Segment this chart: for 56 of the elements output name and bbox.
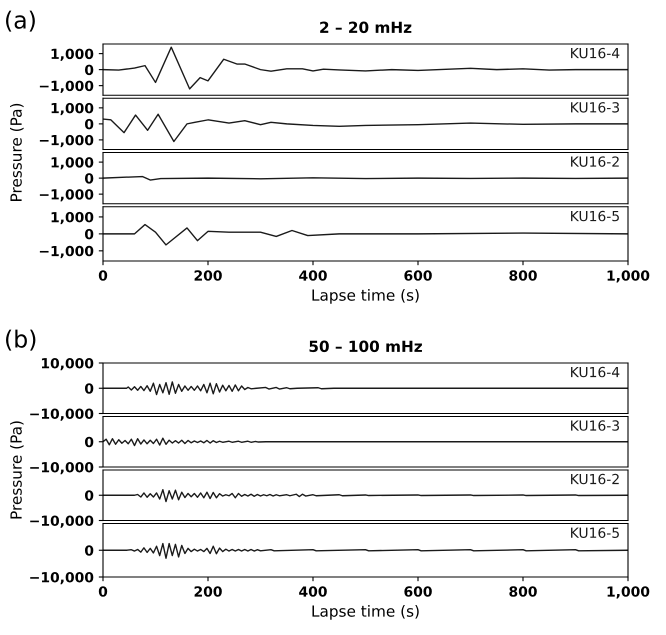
- y-tick-label: 0: [84, 173, 94, 184]
- y-tick-label: −1,000: [40, 189, 94, 202]
- x-tick-label: 200: [194, 586, 222, 597]
- series-label: KU16-5: [571, 210, 619, 222]
- y-tick-label: −10,000: [30, 515, 94, 528]
- x-tick-label: 600: [404, 270, 432, 281]
- y-tick-label: 0: [84, 228, 94, 240]
- series-label: KU16-4: [571, 366, 620, 378]
- y-tick-label: 0: [84, 64, 94, 76]
- y-tick-label: 0: [84, 383, 94, 394]
- series-label: KU16-2: [571, 474, 619, 484]
- y-tick-label: 1,000: [52, 212, 94, 224]
- line-series: [103, 438, 628, 446]
- x-tick-label: 0: [98, 270, 108, 281]
- x-tick-label: 400: [299, 586, 327, 597]
- x-tick-label: 800: [509, 586, 537, 597]
- series-label: KU16-3: [571, 420, 620, 431]
- line-series: [103, 46, 628, 90]
- x-tick-label: 0: [98, 586, 108, 597]
- y-tick-label: −1,000: [40, 134, 94, 148]
- line-series: [103, 114, 628, 142]
- x-tick-label: 600: [404, 586, 432, 597]
- series-label: KU16-4: [571, 48, 620, 58]
- series-label: KU16-2: [571, 156, 619, 167]
- y-tick-label: 1,000: [52, 48, 94, 61]
- x-tick-label: 1,000: [608, 270, 650, 283]
- y-tick-label: 1,000: [52, 102, 94, 116]
- chart-title: 50 – 100 mHz: [310, 340, 422, 352]
- text: (b): [6, 330, 36, 351]
- y-tick-label: 10,000: [42, 358, 94, 370]
- y-tick-label: −1,000: [40, 80, 94, 93]
- x-tick-label: 400: [299, 270, 327, 281]
- y-tick-label: −10,000: [30, 572, 94, 584]
- y-axis-title: Pressure (Pa): [10, 104, 24, 201]
- x-axis-title: Lapse time (s): [312, 605, 419, 620]
- y-axis-title: Pressure (Pa): [10, 421, 24, 518]
- series-label: KU16-3: [571, 102, 620, 113]
- y-tick-label: 0: [84, 490, 94, 501]
- x-axis-title: Lapse time (s): [312, 289, 419, 304]
- y-tick-label: 0: [84, 118, 94, 130]
- line-series: [103, 224, 628, 246]
- x-tick-label: 1,000: [608, 586, 650, 599]
- text: (a): [6, 10, 35, 32]
- line-series: [103, 381, 628, 396]
- series-label: KU16-5: [571, 527, 619, 538]
- chart-title: 2 – 20 mHz: [320, 22, 412, 34]
- y-tick-label: 0: [84, 436, 94, 448]
- x-tick-label: 200: [194, 270, 222, 281]
- line-series: [103, 542, 628, 559]
- line-series: [103, 489, 628, 502]
- x-tick-label: 800: [509, 270, 537, 281]
- y-tick-label: −10,000: [30, 462, 94, 474]
- y-tick-label: 1,000: [52, 157, 94, 170]
- y-tick-label: −1,000: [40, 246, 94, 258]
- y-tick-label: −10,000: [30, 408, 94, 421]
- y-tick-label: 0: [84, 545, 94, 556]
